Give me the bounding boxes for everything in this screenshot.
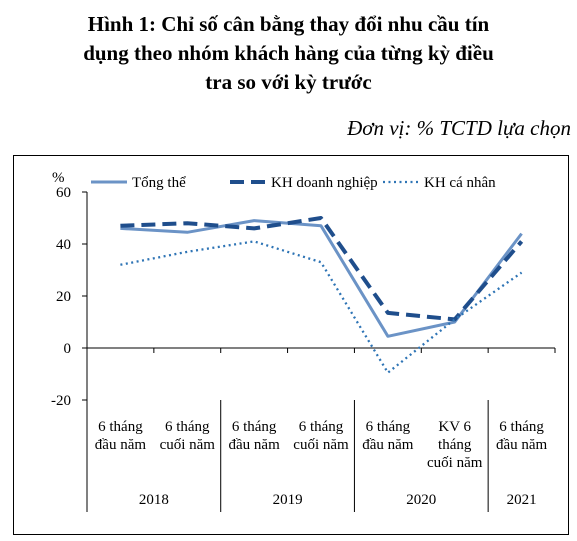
y-tick-label: 20 bbox=[56, 289, 71, 305]
category-label: đầu năm bbox=[496, 437, 548, 453]
series-line-2 bbox=[120, 216, 524, 322]
y-tick-label: 40 bbox=[56, 237, 71, 253]
category-label: 6 tháng bbox=[499, 419, 544, 435]
series-line-1 bbox=[120, 219, 523, 338]
group-label: 2018 bbox=[139, 492, 169, 508]
title-line-1: Hình 1: Chỉ số cân bằng thay đổi nhu cầu… bbox=[87, 12, 490, 36]
category-label: 6 tháng bbox=[366, 419, 411, 435]
category-label: 6 tháng bbox=[232, 419, 277, 435]
y-unit-label: % bbox=[52, 170, 65, 186]
y-tick-label: 0 bbox=[64, 341, 72, 357]
chart-title: Hình 1: Chỉ số cân bằng thay đổi nhu cầu… bbox=[0, 10, 577, 97]
title-line-2: dụng theo nhóm khách hàng của từng kỳ đi… bbox=[83, 41, 494, 65]
group-label: 2021 bbox=[507, 492, 537, 508]
category-label: KV 6 bbox=[438, 419, 471, 435]
category-label: cuối năm bbox=[427, 455, 483, 471]
category-label: đầu năm bbox=[229, 437, 281, 453]
category-label: 6 tháng bbox=[98, 419, 143, 435]
category-label: 6 tháng bbox=[299, 419, 344, 435]
group-label: 2020 bbox=[406, 492, 436, 508]
legend-label: KH cá nhân bbox=[424, 175, 496, 191]
category-label: tháng bbox=[438, 437, 472, 453]
chart-frame bbox=[13, 155, 569, 535]
category-label: cuối năm bbox=[293, 437, 349, 453]
unit-label: Đơn vị: % TCTD lựa chọn bbox=[347, 116, 571, 140]
category-label: 6 tháng bbox=[165, 419, 210, 435]
category-label: đầu năm bbox=[362, 437, 414, 453]
legend-label: Tổng thể bbox=[132, 175, 186, 191]
category-label: cuối năm bbox=[160, 437, 216, 453]
y-tick-label: -20 bbox=[51, 393, 71, 409]
series-line-3 bbox=[120, 240, 523, 374]
title-line-3: tra so với kỳ trước bbox=[205, 70, 372, 94]
y-tick-label: 60 bbox=[56, 185, 71, 201]
category-label: đầu năm bbox=[95, 437, 147, 453]
group-label: 2019 bbox=[273, 492, 303, 508]
legend-label: KH doanh nghiệp bbox=[271, 175, 378, 191]
